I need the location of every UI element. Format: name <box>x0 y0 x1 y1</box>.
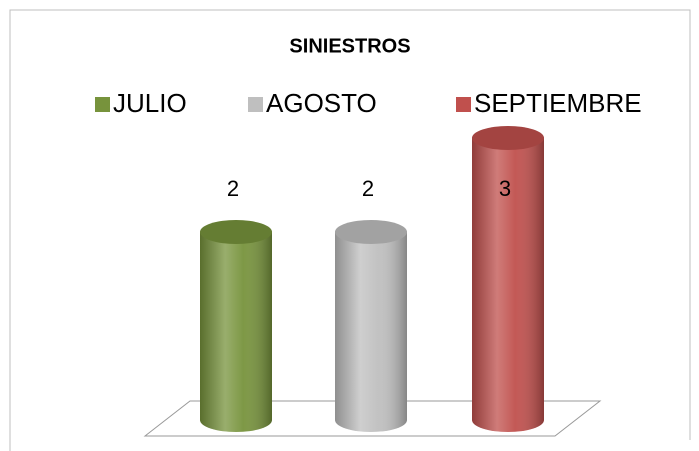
floor <box>143 400 602 437</box>
bar-shade <box>472 138 544 432</box>
bar-shade <box>335 232 407 432</box>
bar <box>200 220 272 432</box>
bar-top-shade <box>200 220 272 244</box>
bar-top-shade <box>335 220 407 244</box>
bar-shade <box>200 232 272 432</box>
data-label: 2 <box>362 176 374 201</box>
bar <box>335 220 407 432</box>
bar-top-shade <box>472 126 544 150</box>
legend-swatch <box>95 97 110 112</box>
bar <box>472 126 544 432</box>
data-label: 3 <box>499 176 511 201</box>
chart-border <box>9 9 691 451</box>
legend-label: AGOSTO <box>266 88 377 118</box>
bar-top <box>472 126 544 150</box>
bar-top <box>200 220 272 244</box>
legend-label: JULIO <box>113 88 187 118</box>
legend-swatch <box>456 97 471 112</box>
chart-title: SINIESTROS <box>289 35 410 57</box>
data-label: 2 <box>227 176 239 201</box>
legend-label: SEPTIEMBRE <box>474 88 642 118</box>
legend-swatch <box>248 97 263 112</box>
bar-top <box>335 220 407 244</box>
